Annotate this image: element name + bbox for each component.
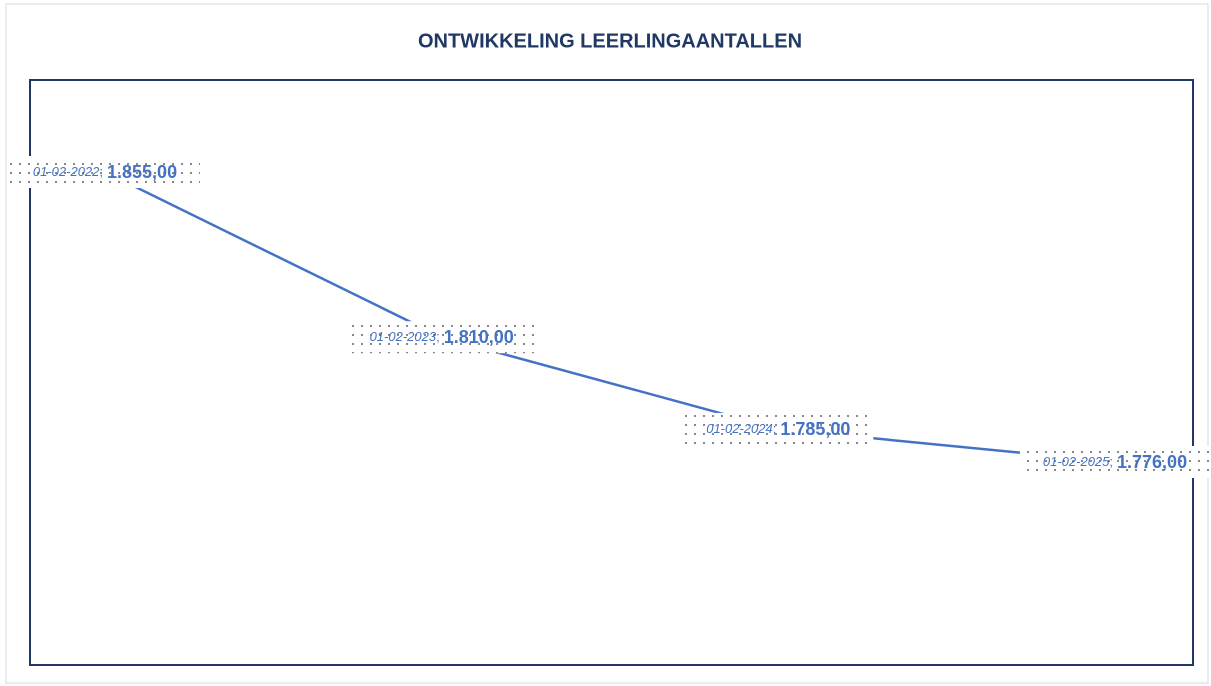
data-label: 01-02-2023; 1.810,00 xyxy=(370,327,514,347)
chart-title: ONTWIKKELING LEERLINGAANTALLEN xyxy=(418,30,802,52)
label-category: 01-02-2025 xyxy=(1043,454,1110,469)
data-label-box xyxy=(683,412,874,445)
data-label: 01-02-2022; 1.855,00 xyxy=(33,162,177,182)
label-separator: ; xyxy=(436,330,440,345)
label-separator: ; xyxy=(1109,454,1113,469)
label-category: 01-02-2023 xyxy=(370,330,437,345)
label-value: 1.785,00 xyxy=(780,419,850,439)
label-value: 1.810,00 xyxy=(444,327,514,347)
label-separator: ; xyxy=(773,421,777,436)
label-category: 01-02-2024 xyxy=(706,421,773,436)
line xyxy=(104,170,1116,464)
data-label: 01-02-2025; 1.776,00 xyxy=(1043,452,1187,472)
data-label: 01-02-2024; 1.785,00 xyxy=(706,419,850,439)
label-value: 1.776,00 xyxy=(1117,452,1187,472)
chart-frame xyxy=(5,3,1209,684)
plot-area xyxy=(29,79,1194,666)
label-separator: ; xyxy=(99,164,103,179)
label-category: 01-02-2022 xyxy=(33,164,100,179)
data-label-box xyxy=(10,156,200,188)
data-label-box xyxy=(1020,446,1210,478)
label-value: 1.855,00 xyxy=(107,162,177,182)
data-label-box xyxy=(346,321,537,354)
